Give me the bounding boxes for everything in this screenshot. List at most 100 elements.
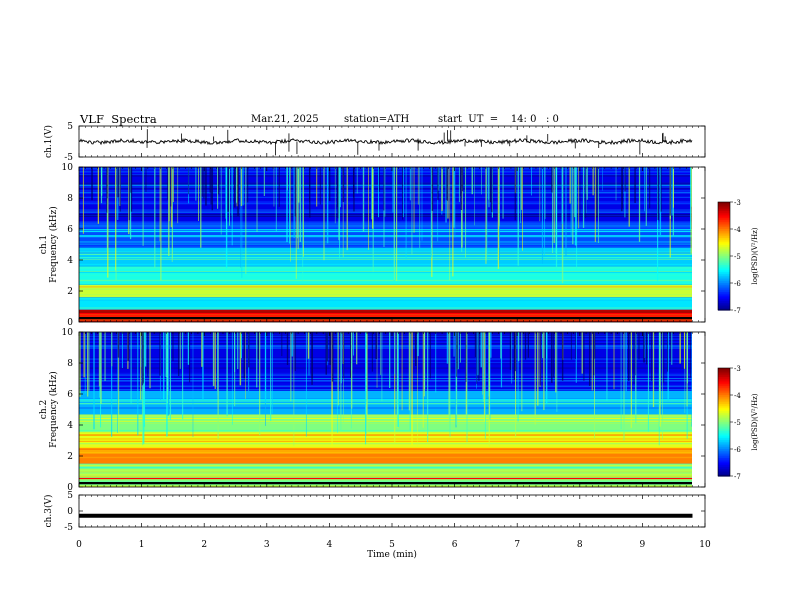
colorbar-step bbox=[718, 443, 730, 446]
colorbar-step bbox=[718, 431, 730, 434]
colorbar-step bbox=[718, 209, 730, 212]
y-tick-label: 5 bbox=[67, 491, 73, 501]
y-tick-label: 2 bbox=[67, 287, 73, 297]
colorbar-step bbox=[718, 302, 730, 306]
y-tick-label: 0 bbox=[67, 483, 73, 493]
y-axis-label: ch.1(V) bbox=[43, 125, 54, 158]
y-tick-label: 0 bbox=[67, 318, 73, 328]
colorbar-tick-label: -5 bbox=[734, 419, 741, 427]
colorbar-step bbox=[718, 472, 730, 475]
colorbar-step bbox=[718, 283, 730, 286]
colorbar-step bbox=[718, 447, 730, 450]
colorbar-step bbox=[718, 202, 730, 205]
colorbar-step bbox=[718, 468, 730, 472]
colorbar-step bbox=[718, 299, 730, 302]
y-tick-label: 4 bbox=[67, 256, 73, 266]
y-axis-label: ch.3(V) bbox=[43, 495, 54, 528]
colorbar-step bbox=[718, 263, 730, 266]
colorbar-step bbox=[718, 434, 730, 437]
colorbar-step bbox=[718, 247, 730, 250]
colorbar-step bbox=[718, 380, 730, 383]
colorbar-step bbox=[718, 236, 730, 239]
colorbar-step bbox=[718, 389, 730, 392]
x-tick-label: 3 bbox=[264, 540, 270, 550]
colorbar-step bbox=[718, 467, 730, 470]
colorbar-step bbox=[718, 225, 730, 228]
colorbar-step bbox=[718, 404, 730, 407]
date-label: Mar.21, 2025 bbox=[251, 114, 319, 125]
colorbar-step bbox=[718, 456, 730, 459]
colorbar-step bbox=[718, 411, 730, 414]
y-tick-label: -5 bbox=[64, 523, 73, 533]
colorbar-step bbox=[718, 293, 730, 297]
colorbar-step bbox=[718, 391, 730, 394]
spectrogram-band bbox=[79, 432, 692, 449]
colorbar-step bbox=[718, 207, 730, 210]
colorbar-step bbox=[718, 259, 730, 262]
colorbar-step bbox=[718, 429, 730, 432]
y-tick-label: 6 bbox=[67, 390, 73, 400]
colorbar-step bbox=[718, 261, 730, 264]
colorbar-step bbox=[718, 277, 730, 280]
colorbar-step bbox=[718, 257, 730, 261]
colorbar-step bbox=[718, 274, 730, 277]
colorbar-step bbox=[718, 387, 730, 391]
colorbar-step bbox=[718, 416, 730, 419]
colorbar-step bbox=[718, 378, 730, 382]
x-tick-label: 1 bbox=[139, 540, 145, 550]
colorbar-step bbox=[718, 229, 730, 232]
y-axis-label: Frequency (kHz) bbox=[48, 371, 59, 448]
colorbar-step bbox=[718, 438, 730, 441]
y-tick-label: 8 bbox=[67, 194, 73, 204]
colorbar-tick-label: -3 bbox=[734, 365, 741, 373]
x-tick-label: 8 bbox=[577, 540, 583, 550]
y-tick-label: 0 bbox=[67, 507, 73, 517]
spectrogram-ch1 bbox=[79, 167, 693, 323]
y-tick-label: 10 bbox=[62, 328, 74, 338]
colorbar-step bbox=[718, 266, 730, 270]
colorbar-step bbox=[718, 450, 730, 454]
colorbar-step bbox=[718, 407, 730, 410]
colorbar-step bbox=[718, 386, 730, 389]
colorbar-step bbox=[718, 203, 730, 207]
colorbar-step bbox=[718, 413, 730, 416]
colorbar-step bbox=[718, 232, 730, 235]
colorbar-tick-label: -7 bbox=[734, 307, 741, 315]
colorbar-step bbox=[718, 418, 730, 421]
colorbar-step bbox=[718, 459, 730, 463]
y-axis-label: ch.2 bbox=[39, 400, 49, 419]
colorbar-step bbox=[718, 396, 730, 400]
colorbar-step bbox=[718, 270, 730, 273]
colorbar-step bbox=[718, 238, 730, 241]
colorbar-tick-label: -4 bbox=[734, 392, 741, 400]
colorbar-step bbox=[718, 368, 730, 371]
colorbar-step bbox=[718, 306, 730, 309]
colorbar-step bbox=[718, 474, 730, 477]
colorbar-step bbox=[718, 254, 730, 257]
colorbar-step bbox=[718, 465, 730, 468]
colorbar-step bbox=[718, 400, 730, 403]
colorbar-step bbox=[718, 425, 730, 428]
colorbar-step bbox=[718, 461, 730, 464]
colorbar-step bbox=[718, 250, 730, 253]
colorbar-step bbox=[718, 286, 730, 289]
colorbar-step bbox=[718, 252, 730, 255]
colorbar-step bbox=[718, 279, 730, 282]
y-tick-label: 10 bbox=[62, 163, 74, 173]
colorbar-tick-label: -6 bbox=[734, 446, 741, 454]
colorbar-ch1 bbox=[718, 202, 730, 311]
colorbar-step bbox=[718, 395, 730, 398]
x-tick-label: 10 bbox=[699, 540, 711, 550]
colorbar-step bbox=[718, 297, 730, 300]
colorbar-step bbox=[718, 422, 730, 425]
colorbar-step bbox=[718, 301, 730, 304]
colorbar-step bbox=[718, 220, 730, 223]
x-tick-label: 4 bbox=[327, 540, 333, 550]
colorbar-step bbox=[718, 265, 730, 268]
colorbar-step bbox=[718, 454, 730, 457]
colorbar-step bbox=[718, 223, 730, 226]
spectrogram-band bbox=[79, 247, 692, 267]
colorbar-step bbox=[718, 393, 730, 396]
colorbar-step bbox=[718, 445, 730, 448]
